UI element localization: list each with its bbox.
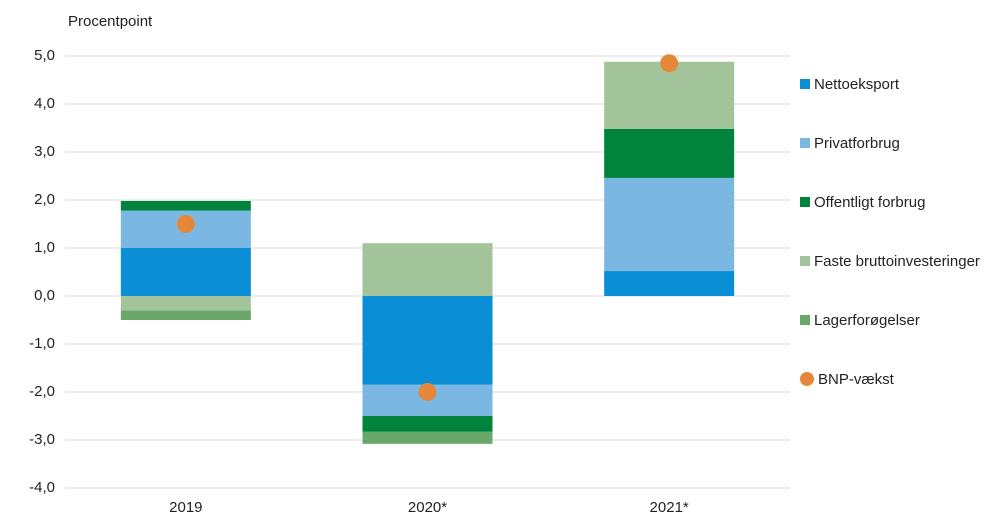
legend-item: Nettoeksport: [800, 72, 985, 97]
legend-swatch: [800, 372, 814, 386]
legend-swatch: [800, 256, 810, 266]
bar-segment: [362, 243, 493, 296]
y-tick-label: 3,0: [34, 143, 55, 160]
bar-segment: [362, 296, 493, 385]
y-tick-label: 1,0: [34, 239, 55, 256]
bar-segment: [604, 61, 735, 129]
legend-swatch: [800, 197, 810, 207]
legend-label: Privatforbrug: [814, 135, 900, 152]
legend-item: Lagerforøgelser: [800, 308, 985, 333]
legend-label: Offentligt forbrug: [814, 194, 926, 211]
legend-item: Faste bruttoinvesteringer: [800, 249, 985, 274]
bar-segment: [120, 248, 251, 296]
scatter-point: [660, 54, 679, 73]
legend-swatch: [800, 315, 810, 325]
bar-segment: [362, 431, 493, 444]
bar-segment: [604, 177, 735, 272]
legend-label: BNP-vækst: [818, 371, 894, 388]
y-tick-label: -4,0: [29, 479, 55, 496]
y-tick-label: -1,0: [29, 335, 55, 352]
bar-segment: [604, 128, 735, 178]
legend-swatch: [800, 79, 810, 89]
legend-label: Lagerforøgelser: [814, 312, 920, 329]
bar-segment: [120, 200, 251, 211]
x-tick-label: 2021*: [650, 499, 689, 516]
legend-item: Privatforbrug: [800, 131, 985, 156]
y-tick-label: 5,0: [34, 47, 55, 64]
bar-segment: [362, 416, 493, 432]
y-axis-label: Procentpoint: [68, 13, 153, 30]
y-tick-label: 0,0: [34, 287, 55, 304]
legend-swatch: [800, 138, 810, 148]
scatter-point: [418, 383, 437, 401]
y-tick-label: 2,0: [34, 191, 55, 208]
legend-label: Nettoeksport: [814, 76, 900, 93]
legend-item: Offentligt forbrug: [800, 190, 985, 215]
legend-label: Faste bruttoinvesteringer: [814, 253, 980, 270]
scatter-point: [176, 215, 195, 233]
y-tick-label: 4,0: [34, 95, 55, 112]
bar-segment: [604, 271, 735, 296]
legend-item: BNP-vækst: [800, 367, 985, 392]
y-tick-label: -2,0: [29, 383, 55, 400]
x-tick-label: 2020*: [408, 499, 447, 516]
y-tick-label: -3,0: [29, 431, 55, 448]
bar-segment: [120, 296, 251, 311]
x-tick-label: 2019: [169, 499, 202, 516]
bar-segment: [120, 310, 251, 320]
